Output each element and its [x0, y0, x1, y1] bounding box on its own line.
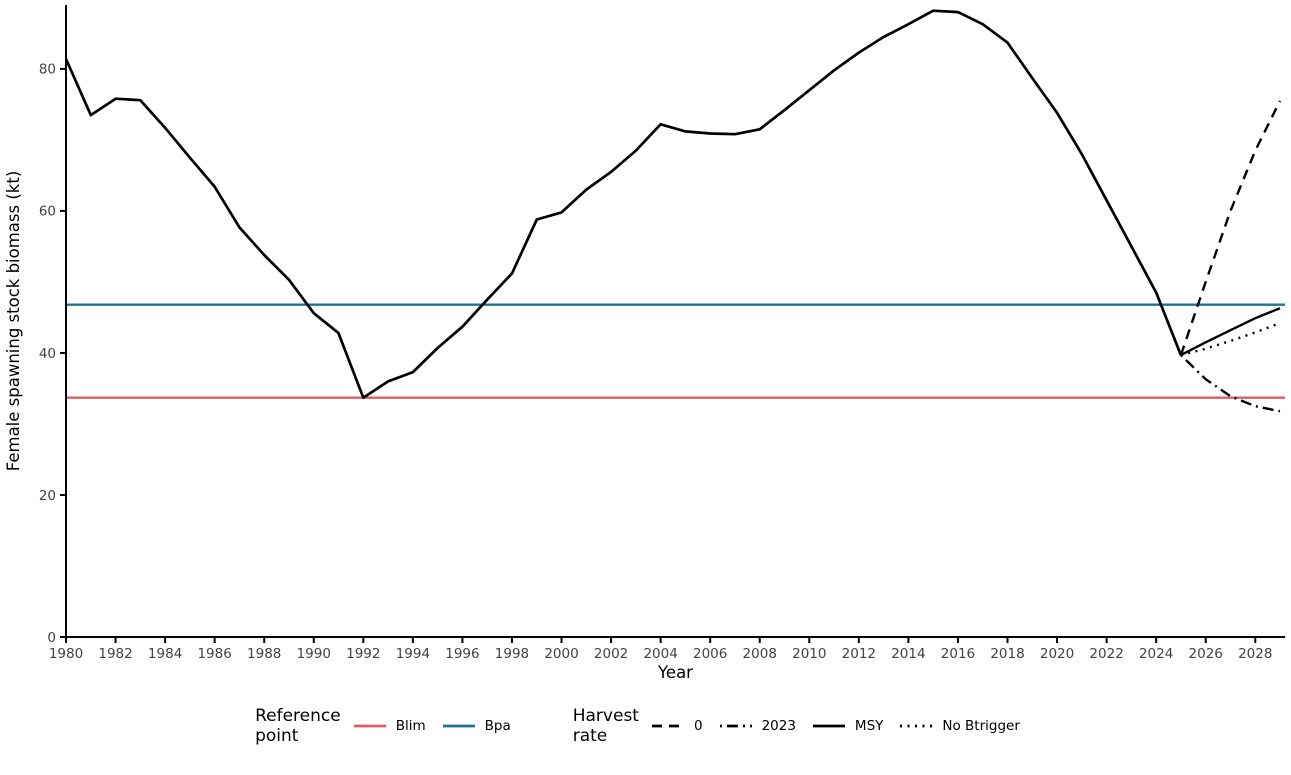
legend-item-harvest-msy: MSY [812, 718, 883, 734]
dotted-line-icon [900, 724, 933, 728]
legend-label-harvest-no-btrigger: No Btrigger [942, 718, 1020, 735]
x-tick-label: 1994 [396, 646, 430, 662]
series-2023 [1180, 354, 1281, 413]
x-tick-label: 2010 [792, 646, 826, 662]
dashed-line-icon [651, 724, 684, 728]
x-tick-label: 2012 [842, 646, 876, 662]
y-tick-label: 0 [47, 630, 56, 646]
series-0 [1179, 100, 1282, 356]
legend-label-blim: Blim [395, 718, 426, 735]
x-tick-label: 1998 [495, 646, 529, 662]
x-axis-title: Year [657, 663, 693, 682]
x-tick-label: 1992 [346, 646, 380, 662]
series-msy [1180, 307, 1281, 357]
blim-line-icon [353, 724, 386, 728]
x-tick-label: 2004 [643, 646, 677, 662]
bpa-line-icon [442, 724, 475, 728]
y-axis-title: Female spawning stock biomass (kt) [4, 171, 23, 472]
chart-svg: 0 20 40 60 80 1980 1982 1984 1986 1988 1990 1992 199… [4, 5, 1285, 682]
x-tick-label: 1990 [297, 646, 331, 662]
x-tick-label: 2008 [743, 646, 777, 662]
legend-item-blim: Blim [353, 718, 426, 734]
x-tick-label: 2028 [1238, 646, 1272, 662]
y-tick-label: 60 [39, 204, 56, 220]
x-tick-label: 2018 [990, 646, 1024, 662]
x-tick-label: 2022 [1089, 646, 1123, 662]
legend: Reference point Blim Bpa Harvest rate 0 … [0, 706, 1291, 747]
x-tick-label: 2020 [1040, 646, 1074, 662]
legend-item-harvest-0: 0 [651, 718, 703, 734]
legend-label-bpa: Bpa [484, 718, 511, 735]
x-tick-label: 2016 [941, 646, 975, 662]
y-tick-label: 80 [39, 62, 56, 78]
x-tick-label: 1986 [197, 646, 231, 662]
x-tick-label: 2002 [594, 646, 628, 662]
legend-title-harvest-rate: Harvest rate [572, 706, 639, 747]
x-tick-label: 1984 [148, 646, 182, 662]
legend-label-harvest-msy: MSY [854, 718, 884, 735]
x-tick-label: 2026 [1189, 646, 1223, 662]
legend-item-harvest-no-btrigger: No Btrigger [899, 718, 1020, 734]
dashdot-line-icon [719, 724, 752, 728]
x-tick-label: 1996 [445, 646, 479, 662]
series-ssb-history [64, 9, 1183, 400]
x-tick-label: 1980 [49, 646, 83, 662]
legend-title-reference-point: Reference point [255, 706, 341, 747]
y-tick-label: 40 [39, 346, 56, 362]
x-tick-label: 1982 [98, 646, 132, 662]
solid-line-icon [812, 724, 845, 728]
legend-item-bpa: Bpa [442, 718, 511, 734]
x-tick-label: 2000 [544, 646, 578, 662]
x-tick-label: 1988 [247, 646, 281, 662]
x-tick-label: 2006 [693, 646, 727, 662]
series-no-btrigger [1180, 321, 1281, 357]
legend-item-harvest-2023: 2023 [719, 718, 796, 734]
x-tick-label: 2024 [1139, 646, 1173, 662]
legend-label-harvest-2023: 2023 [761, 718, 796, 735]
x-tick-label: 2014 [891, 646, 925, 662]
y-tick-label: 20 [39, 488, 56, 504]
legend-label-harvest-0: 0 [693, 718, 703, 735]
